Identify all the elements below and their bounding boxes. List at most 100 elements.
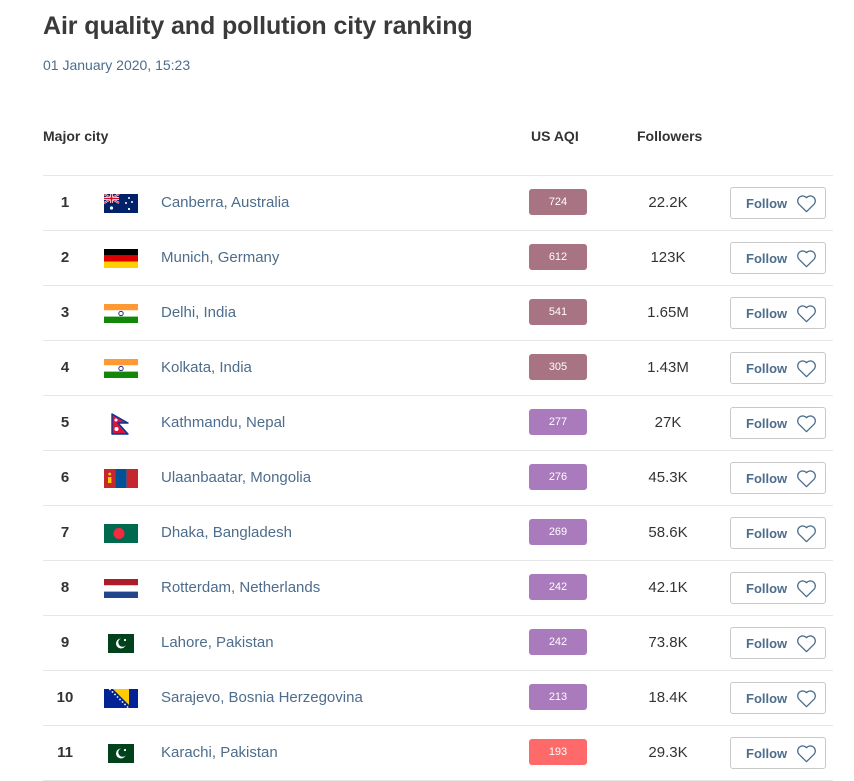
city-name-link[interactable]: Karachi, Pakistan <box>161 744 278 761</box>
rank-number: 9 <box>60 634 70 651</box>
follow-button-label: Follow <box>746 635 788 651</box>
rank-number: 10 <box>56 689 74 706</box>
mongolia-flag-icon <box>104 469 138 488</box>
follow-button-label: Follow <box>746 745 788 761</box>
followers-count: 58.6K <box>648 524 688 541</box>
netherlands-flag-icon <box>104 579 138 598</box>
rank-number: 8 <box>60 579 70 596</box>
aqi-badge: 277 <box>529 409 587 435</box>
followers-count: 29.3K <box>648 744 688 761</box>
aqi-badge: 276 <box>529 464 587 490</box>
rank-number: 11 <box>57 744 73 761</box>
table-row[interactable]: 11 Karachi, Pakistan 193 29.3K Follow <box>43 726 833 781</box>
city-name-link[interactable]: Delhi, India <box>161 304 237 321</box>
table-row[interactable]: 9 Lahore, Pakistan 242 73.8K Follow <box>43 616 833 671</box>
city-name-link[interactable]: Kathmandu, Nepal <box>161 414 286 431</box>
followers-count: 123K <box>650 249 686 266</box>
follow-button[interactable]: Follow <box>730 572 826 604</box>
table-row[interactable]: 2 Munich, Germany 612 123K Follow <box>43 231 833 286</box>
rank-number: 1 <box>60 194 70 211</box>
timestamp: 01 January 2020, 15:23 <box>43 57 191 73</box>
city-name-link[interactable]: Kolkata, India <box>161 359 252 376</box>
pakistan-flag-icon <box>104 634 138 653</box>
follow-button[interactable]: Follow <box>730 517 826 549</box>
city-name-link[interactable]: Dhaka, Bangladesh <box>161 524 292 541</box>
heart-icon <box>796 249 817 268</box>
heart-icon <box>796 744 817 763</box>
aqi-badge: 242 <box>529 629 587 655</box>
city-name-link[interactable]: Ulaanbaatar, Mongolia <box>161 469 312 486</box>
follow-button-label: Follow <box>746 690 788 706</box>
pakistan-flag-icon <box>104 744 138 763</box>
city-name-link[interactable]: Lahore, Pakistan <box>161 634 274 651</box>
heart-icon <box>796 414 817 433</box>
follow-button-label: Follow <box>746 525 788 541</box>
heart-icon <box>796 359 817 378</box>
bangladesh-flag-icon <box>104 524 138 543</box>
rank-number: 2 <box>60 249 70 266</box>
aqi-badge: 193 <box>529 739 587 765</box>
follow-button[interactable]: Follow <box>730 627 826 659</box>
follow-button[interactable]: Follow <box>730 737 826 769</box>
heart-icon <box>796 469 817 488</box>
table-row[interactable]: 3 Delhi, India 541 1.65M Follow <box>43 286 833 341</box>
table-row[interactable]: 4 Kolkata, India 305 1.43M Follow <box>43 341 833 396</box>
follow-button-label: Follow <box>746 470 788 486</box>
aqi-badge: 724 <box>529 189 587 215</box>
heart-icon <box>796 689 817 708</box>
aqi-badge: 612 <box>529 244 587 270</box>
rank-number: 6 <box>60 469 70 486</box>
follow-button[interactable]: Follow <box>730 407 826 439</box>
followers-count: 18.4K <box>648 689 688 706</box>
follow-button[interactable]: Follow <box>730 297 826 329</box>
rank-number: 7 <box>60 524 70 541</box>
followers-count: 27K <box>654 414 682 431</box>
city-name-link[interactable]: Sarajevo, Bosnia Herzegovina <box>161 689 363 706</box>
follow-button[interactable]: Follow <box>730 462 826 494</box>
table-row[interactable]: 6 Ulaanbaatar, Mongolia 276 45.3K Follow <box>43 451 833 506</box>
followers-count: 45.3K <box>648 469 688 486</box>
rank-number: 5 <box>60 414 70 431</box>
table-row[interactable]: 5 Kathmandu, Nepal 277 27K Follow <box>43 396 833 451</box>
heart-icon <box>796 579 817 598</box>
rank-number: 3 <box>60 304 70 321</box>
follow-button[interactable]: Follow <box>730 187 826 219</box>
india-flag-icon <box>104 304 138 323</box>
city-name-link[interactable]: Rotterdam, Netherlands <box>161 579 321 596</box>
india-flag-icon <box>104 359 138 378</box>
table-row[interactable]: 7 Dhaka, Bangladesh 269 58.6K Follow <box>43 506 833 561</box>
aqi-badge: 269 <box>529 519 587 545</box>
ranking-table: 1 Canberra, Australia 724 22.2K Follow 2… <box>43 175 833 781</box>
city-name-link[interactable]: Munich, Germany <box>161 249 280 266</box>
aqi-badge: 213 <box>529 684 587 710</box>
follow-button-label: Follow <box>746 580 788 596</box>
aqi-badge: 541 <box>529 299 587 325</box>
column-header-city: Major city <box>43 128 109 144</box>
germany-flag-icon <box>104 249 138 268</box>
follow-button[interactable]: Follow <box>730 242 826 274</box>
followers-count: 73.8K <box>648 634 688 651</box>
follow-button-label: Follow <box>746 250 788 266</box>
follow-button[interactable]: Follow <box>730 352 826 384</box>
city-name-link[interactable]: Canberra, Australia <box>161 194 290 211</box>
follow-button-label: Follow <box>746 305 788 321</box>
follow-button[interactable]: Follow <box>730 682 826 714</box>
rank-number: 4 <box>60 359 70 376</box>
heart-icon <box>796 304 817 323</box>
followers-count: 1.43M <box>647 359 689 376</box>
column-header-followers: Followers <box>637 128 703 144</box>
follow-button-label: Follow <box>746 415 788 431</box>
heart-icon <box>796 194 817 213</box>
column-header-aqi: US AQI <box>531 128 579 144</box>
table-row[interactable]: 1 Canberra, Australia 724 22.2K Follow <box>43 176 833 231</box>
followers-count: 1.65M <box>647 304 689 321</box>
table-row[interactable]: 10 Sarajevo, Bosnia Herzegovina 213 18.4… <box>43 671 833 726</box>
aqi-badge: 242 <box>529 574 587 600</box>
heart-icon <box>796 634 817 653</box>
australia-flag-icon <box>104 194 138 213</box>
table-row[interactable]: 8 Rotterdam, Netherlands 242 42.1K Follo… <box>43 561 833 616</box>
follow-button-label: Follow <box>746 195 788 211</box>
followers-count: 42.1K <box>648 579 688 596</box>
nepal-flag-icon <box>104 412 138 435</box>
followers-count: 22.2K <box>648 194 688 211</box>
